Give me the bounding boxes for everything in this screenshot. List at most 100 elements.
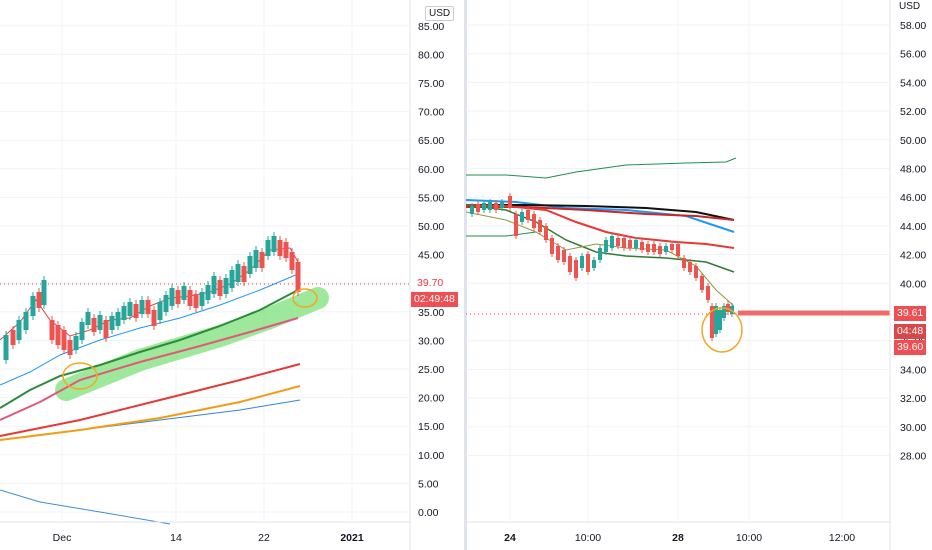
left-time-tick: Dec [53, 532, 72, 544]
right-candle [532, 214, 536, 228]
right-price-tick: 32.00 [900, 393, 926, 405]
right-price-tick: 58.00 [900, 20, 926, 32]
right-candle [538, 220, 542, 232]
left-candle [41, 280, 47, 305]
right-time-tick: 10:00 [575, 532, 601, 544]
left-price-tick: 55.00 [418, 192, 444, 204]
right-price-tick: 56.00 [900, 49, 926, 61]
right-candle [592, 260, 596, 268]
pane-divider[interactable] [464, 0, 467, 550]
right-candle [488, 202, 492, 210]
right-candle [520, 212, 524, 222]
left-candle [145, 300, 151, 314]
left-currency-label[interactable]: USD [425, 6, 455, 21]
left-candle [157, 302, 163, 320]
right-candle [604, 240, 608, 252]
right-candle [476, 204, 480, 212]
left-candle [3, 335, 9, 360]
left-candle [103, 320, 109, 338]
right-candle [664, 246, 668, 252]
right-candle [652, 244, 656, 252]
left-time-tick: 22 [258, 532, 270, 544]
right-candle [598, 248, 602, 260]
left-candle [193, 294, 199, 308]
left-price-tick: 25.00 [418, 364, 444, 376]
right-time-axis[interactable]: 24 10:00 28 10:00 12:00 [504, 532, 855, 544]
right-candle [482, 203, 486, 210]
left-candle [121, 306, 127, 320]
left-ma-green [0, 289, 299, 409]
left-price-tick: 15.00 [418, 421, 444, 433]
right-ma-blue [466, 199, 735, 233]
right-candle [574, 260, 578, 278]
left-time-tick: 2021 [340, 532, 364, 544]
left-time-tick: 14 [170, 532, 182, 544]
left-price-axis[interactable]: 85.00 80.00 75.00 70.00 65.00 60.00 55.00 50.00… [418, 21, 444, 519]
left-candle [169, 288, 175, 306]
left-chart-pane[interactable]: 85.00 80.00 75.00 70.00 65.00 60.00 55.00 50.00… [0, 0, 466, 550]
left-last-price-tag: 39.70 [414, 276, 447, 291]
right-chart-pane[interactable]: 58.00 56.00 54.00 52.00 50.00 48.00 46.00 44.00… [466, 0, 932, 550]
left-annotation-circle-1 [62, 362, 98, 390]
left-candle [253, 250, 259, 268]
right-ma-black [466, 204, 735, 221]
right-time-tick: 28 [672, 532, 684, 544]
right-countdown-tag: 04:48 [894, 324, 927, 339]
left-candle [79, 322, 85, 340]
left-candle [49, 320, 55, 340]
right-candle [688, 262, 692, 272]
left-price-tick: 80.00 [418, 49, 444, 61]
left-candle [175, 290, 181, 304]
right-candle [670, 244, 674, 250]
right-price-tick: 34.00 [900, 364, 926, 376]
left-candle [187, 290, 193, 306]
left-chart-canvas[interactable]: 85.00 80.00 75.00 70.00 65.00 60.00 55.00 50.00… [0, 0, 466, 550]
right-candle [726, 304, 730, 312]
right-candle [710, 306, 714, 338]
left-price-tick: 45.00 [418, 250, 444, 262]
right-candle [580, 256, 584, 268]
right-candle [526, 210, 530, 220]
left-ma-pink [0, 317, 299, 421]
left-candle [205, 285, 211, 300]
left-price-tick: 50.00 [418, 221, 444, 233]
right-price-tick: 28.00 [900, 451, 926, 463]
right-annotations [701, 307, 743, 353]
right-annotation-circle [701, 307, 743, 353]
right-price-tick: 50.00 [900, 135, 926, 147]
left-candle [133, 304, 139, 318]
right-price-tag-1: 39.61 [894, 306, 927, 321]
right-currency-label[interactable]: USD [899, 1, 921, 12]
right-candle [658, 246, 662, 254]
left-candle [115, 312, 121, 326]
left-time-axis[interactable]: Dec 14 22 2021 [53, 532, 364, 544]
right-candle [676, 244, 680, 256]
right-price-tick: 30.00 [900, 422, 926, 434]
left-ma-orange [0, 385, 301, 441]
right-candle [610, 236, 614, 248]
left-candle [163, 295, 169, 312]
right-candle [694, 266, 698, 278]
right-candle [634, 240, 638, 248]
left-price-tick: 20.00 [418, 393, 444, 405]
right-price-tick: 52.00 [900, 106, 926, 118]
right-chart-canvas[interactable]: 58.00 56.00 54.00 52.00 50.00 48.00 46.00 44.00… [466, 0, 932, 550]
left-grid [0, 0, 410, 522]
right-time-tick: 24 [504, 532, 516, 544]
left-price-tick: 75.00 [418, 78, 444, 90]
left-candle [199, 292, 205, 306]
left-annotations [62, 288, 318, 390]
left-candle [97, 315, 103, 330]
left-price-tick: 65.00 [418, 135, 444, 147]
right-candle [714, 306, 718, 334]
right-price-axis[interactable]: 58.00 56.00 54.00 52.00 50.00 48.00 46.00 44.00… [900, 20, 926, 463]
left-candle [259, 252, 265, 268]
right-ma-red-step [466, 204, 735, 249]
right-candle [470, 206, 474, 214]
right-candles [470, 193, 734, 341]
left-annotation-circle-2 [292, 288, 318, 308]
right-candle [640, 242, 644, 250]
left-price-tick: 35.00 [418, 307, 444, 319]
left-price-tick: 10.00 [418, 450, 444, 462]
left-candle [127, 302, 133, 316]
